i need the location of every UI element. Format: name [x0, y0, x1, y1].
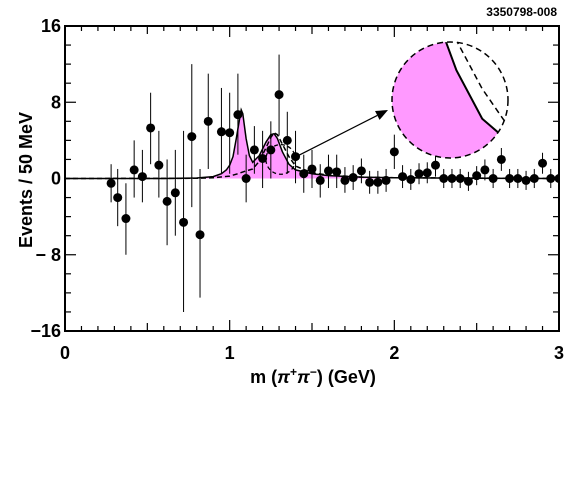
data-point-28: [340, 175, 350, 185]
y-tick-label-3: − 8: [35, 245, 61, 265]
data-point-30: [356, 166, 366, 176]
zoom-arrow-line: [298, 114, 378, 156]
y-tick-label-0: 16: [41, 16, 61, 36]
data-point-21: [282, 135, 292, 145]
fit-dashed-line: [65, 131, 559, 180]
data-point-35: [398, 172, 408, 182]
y-axis-label: Events / 50 MeV: [16, 112, 36, 248]
data-point-23: [299, 169, 309, 179]
data-point-50: [521, 175, 531, 185]
data-point-20: [274, 90, 284, 100]
data-point-40: [439, 174, 449, 183]
data-point-45: [480, 165, 490, 175]
data-point-14: [225, 128, 235, 138]
x-tick-label-2: 2: [389, 343, 399, 363]
data-point-52: [538, 158, 548, 168]
data-point-25: [315, 175, 325, 185]
data-point-32: [373, 177, 383, 187]
data-point-36: [406, 174, 416, 184]
data-point-26: [323, 166, 333, 176]
data-point-49: [513, 174, 523, 183]
data-point-46: [488, 174, 498, 183]
data-point-22: [291, 152, 301, 162]
data-point-44: [472, 171, 482, 181]
data-point-10: [187, 132, 197, 142]
plot-area: [65, 54, 559, 312]
data-point-16: [241, 174, 251, 183]
data-point-48: [505, 174, 515, 183]
y-tick-label-1: 8: [51, 92, 61, 112]
x-tick-label-3: 3: [554, 343, 564, 363]
data-point-47: [496, 154, 506, 164]
data-point-31: [365, 177, 375, 187]
data-point-18: [258, 153, 268, 163]
figure-id: 3350798-008: [486, 5, 557, 19]
data-point-11: [195, 230, 205, 240]
data-point-33: [381, 175, 391, 185]
data-point-7: [162, 196, 172, 206]
data-point-2: [121, 214, 131, 224]
y-tick-label-2: 0: [51, 169, 61, 189]
x-tick-label-0: 0: [60, 343, 70, 363]
axis-tick-labels: 0 1 2 3 16 8 0 − 8 −16: [30, 16, 564, 363]
zoom-arrow-head: [375, 110, 388, 120]
data-point-19: [266, 145, 276, 155]
fit-curve-line: [65, 107, 559, 180]
data-point-0: [106, 178, 116, 188]
data-point-34: [389, 147, 399, 157]
data-point-37: [414, 169, 424, 179]
data-point-42: [455, 174, 465, 183]
data-point-6: [154, 160, 164, 170]
data-point-3: [129, 165, 139, 175]
data-point-29: [348, 173, 358, 183]
data-point-51: [529, 174, 539, 183]
data-point-41: [447, 174, 457, 183]
axis-ticks: [64, 25, 560, 332]
data-point-17: [249, 145, 259, 155]
data-points: [106, 54, 559, 312]
data-point-15: [233, 110, 243, 120]
data-point-1: [113, 193, 123, 203]
data-point-13: [216, 127, 226, 137]
x-axis-label: m (π+π−) (GeV): [250, 365, 376, 387]
data-point-12: [203, 116, 213, 126]
data-point-38: [422, 168, 432, 178]
data-point-24: [307, 164, 317, 174]
data-point-27: [332, 167, 342, 177]
data-point-39: [431, 160, 440, 170]
data-point-8: [170, 188, 180, 198]
y-tick-label-4: −16: [30, 321, 61, 341]
zoom-inset-circle: [391, 41, 509, 159]
data-point-5: [146, 123, 156, 133]
data-point-4: [137, 172, 147, 182]
data-point-43: [463, 176, 473, 186]
zoom-small-circle: [265, 143, 297, 175]
data-point-9: [179, 217, 189, 227]
x-tick-label-1: 1: [225, 343, 235, 363]
